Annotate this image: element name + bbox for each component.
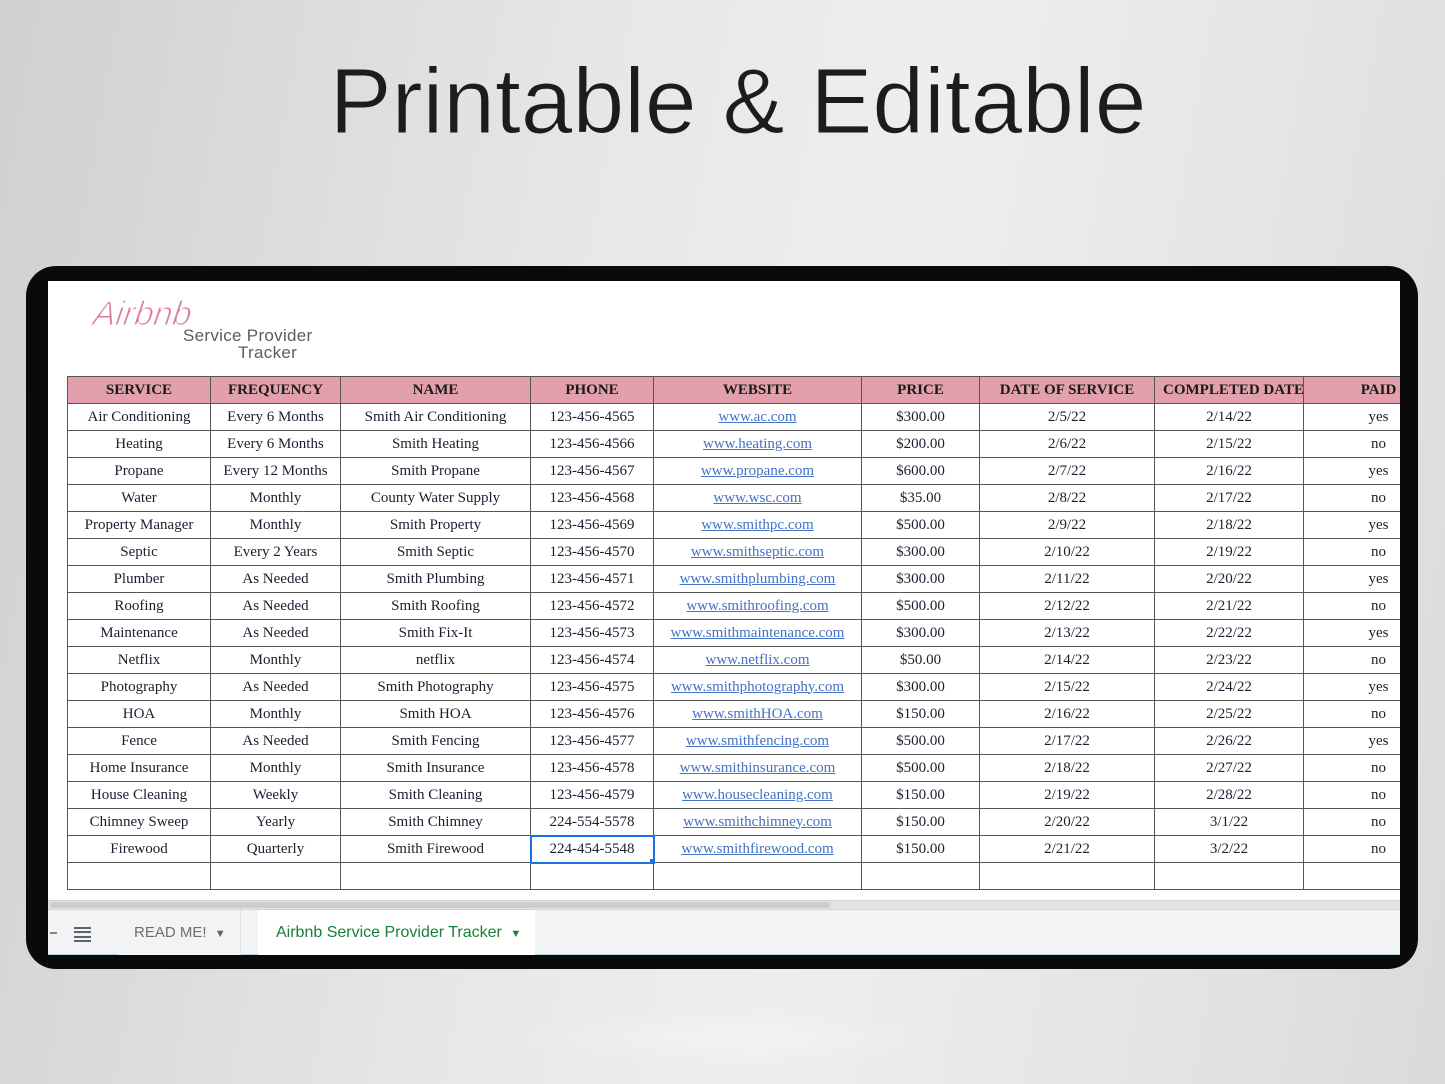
- svg-text:Airbnb: Airbnb: [90, 295, 194, 333]
- svg-text:Printable & Editable: Printable & Editable: [330, 49, 1147, 153]
